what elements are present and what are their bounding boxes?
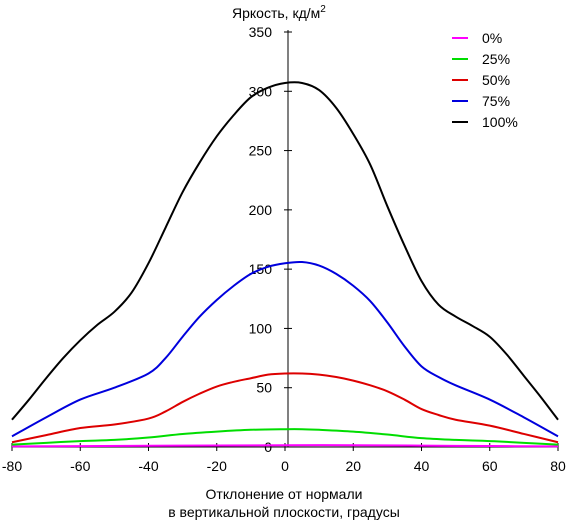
legend-label-4: 100% xyxy=(482,114,518,130)
legend-label-0: 0% xyxy=(482,30,502,46)
legend-label-1: 25% xyxy=(482,51,510,67)
series-line-0 xyxy=(11,444,559,448)
legend: 0% 25% 50% 75% 100% xyxy=(452,30,518,130)
y-axis-title: Яркость, кд/м2 xyxy=(232,4,326,21)
series-lines xyxy=(11,81,559,448)
x-tick-label: 0 xyxy=(281,458,289,474)
series-line-1 xyxy=(11,428,559,446)
x-axis-title-line2: в вертикальной плоскости, градусы xyxy=(168,504,400,520)
series-line-2 xyxy=(11,372,559,444)
x-tick-label: -20 xyxy=(207,458,227,474)
y-tick-label: 250 xyxy=(249,143,273,159)
x-tick-label: 80 xyxy=(550,458,566,474)
y-tick-label: 100 xyxy=(249,320,273,336)
series-line-3 xyxy=(11,260,559,438)
legend-label-2: 50% xyxy=(482,72,510,88)
x-axis-title-line1: Отклонение от нормали xyxy=(206,486,363,502)
y-tick-label: 350 xyxy=(249,24,273,40)
x-tick-label: -60 xyxy=(70,458,90,474)
x-axis: -80 -60 -40 -20 0 20 40 60 80 xyxy=(2,443,566,474)
y-tick-label: 50 xyxy=(256,380,272,396)
x-tick-label: -80 xyxy=(2,458,22,474)
series-line-4 xyxy=(11,81,559,421)
x-tick-label: 20 xyxy=(345,458,361,474)
legend-label-3: 75% xyxy=(482,93,510,109)
x-tick-label: -40 xyxy=(138,458,158,474)
x-tick-label: 60 xyxy=(482,458,498,474)
x-tick-label: 40 xyxy=(414,458,430,474)
y-tick-label: 200 xyxy=(249,202,273,218)
